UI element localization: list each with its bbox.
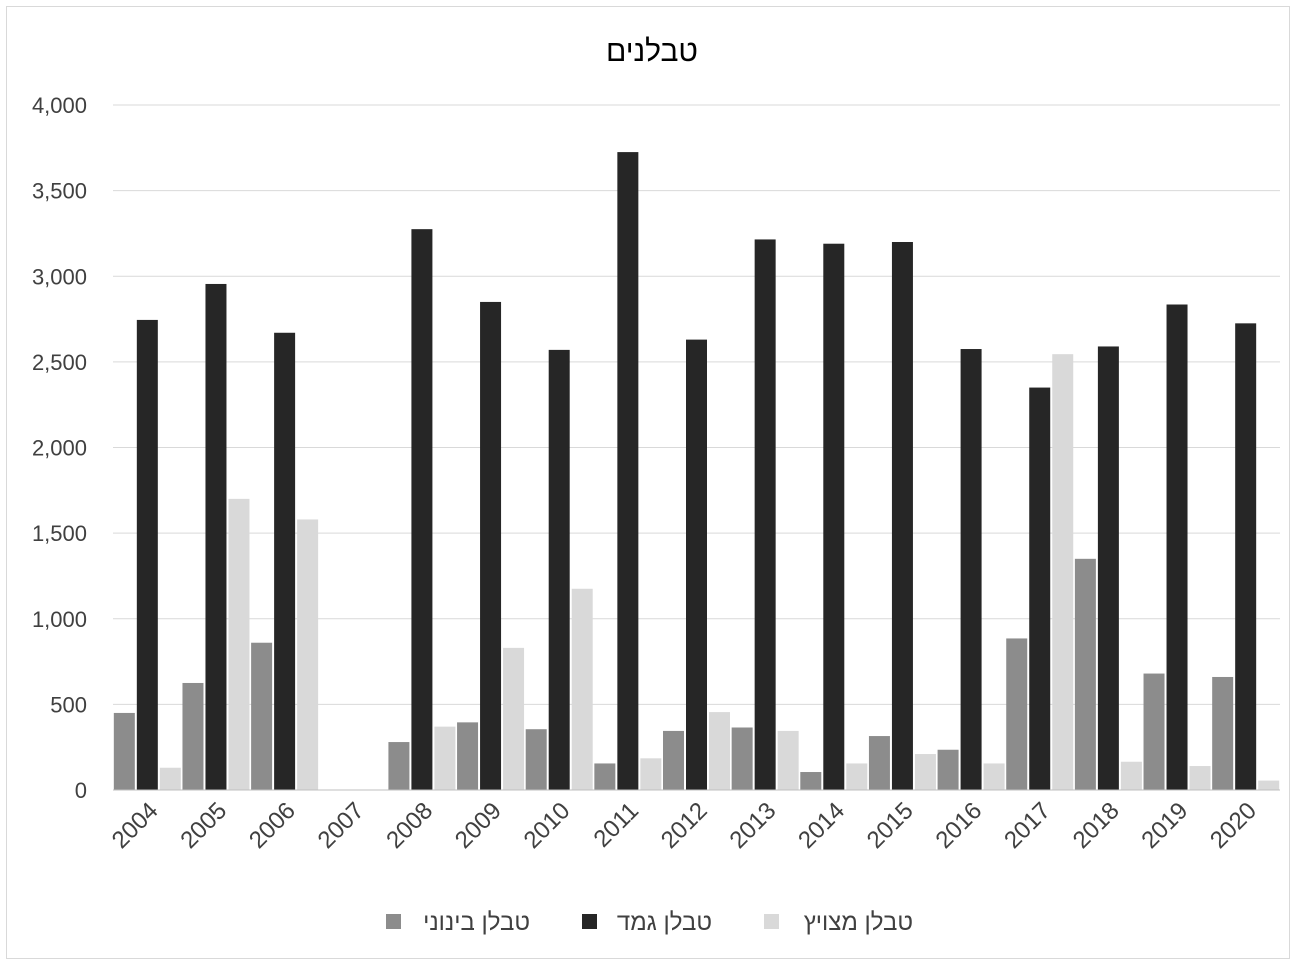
x-tick-label: 2004 bbox=[107, 797, 164, 854]
x-tick-label: 2008 bbox=[381, 797, 438, 854]
x-tick-label: 2020 bbox=[1205, 797, 1262, 854]
bar-2008-series-1 bbox=[411, 229, 433, 790]
bar-2004-series-0 bbox=[113, 712, 135, 790]
bar-2011-series-0 bbox=[594, 763, 616, 790]
bar-2009-series-1 bbox=[480, 301, 502, 790]
bar-2017-series-0 bbox=[1006, 638, 1028, 790]
bar-2014-series-0 bbox=[800, 772, 822, 790]
bar-2016-series-1 bbox=[960, 349, 982, 790]
x-tick-label: 2012 bbox=[656, 797, 713, 854]
bar-2016-series-2 bbox=[983, 763, 1005, 790]
legend-swatch bbox=[386, 914, 401, 929]
x-axis-ticks: 2004 2005 2006 2007 2008 2009 2010 2011 2012 2013… bbox=[107, 797, 1262, 854]
bar-2015-series-0 bbox=[868, 736, 890, 790]
y-tick-label: 3,500 bbox=[32, 179, 87, 204]
bar-2015-series-1 bbox=[891, 242, 913, 790]
bar-2006-series-1 bbox=[274, 332, 296, 790]
bar-2006-series-0 bbox=[251, 642, 273, 790]
y-tick-label: 4,000 bbox=[32, 93, 87, 118]
bar-2012-series-2 bbox=[709, 712, 730, 790]
y-tick-label: 2,000 bbox=[32, 436, 87, 461]
legend-swatch bbox=[764, 914, 779, 929]
bars bbox=[113, 152, 1280, 790]
x-tick-label: 2005 bbox=[175, 797, 232, 854]
y-tick-label: 1,500 bbox=[32, 521, 87, 546]
bar-2006-series-2 bbox=[297, 519, 319, 790]
x-tick-label: 2006 bbox=[244, 797, 301, 854]
bar-2009-series-2 bbox=[503, 647, 525, 790]
legend-label: טבלן בינוני bbox=[423, 909, 530, 936]
bar-2005-series-2 bbox=[228, 498, 250, 790]
chart-title: טבלנים bbox=[606, 35, 698, 68]
bar-2020-series-2 bbox=[1258, 780, 1280, 790]
bar-2013-series-2 bbox=[777, 730, 799, 790]
y-tick-label: 500 bbox=[50, 692, 87, 717]
x-tick-label: 2009 bbox=[450, 797, 507, 854]
y-tick-label: 0 bbox=[75, 778, 87, 803]
bar-2015-series-2 bbox=[914, 754, 936, 790]
bar-2020-series-0 bbox=[1212, 676, 1234, 790]
bar-2020-series-1 bbox=[1235, 323, 1257, 790]
bar-2012-series-0 bbox=[663, 730, 684, 790]
y-tick-label: 1,000 bbox=[32, 607, 87, 632]
bar-2014-series-2 bbox=[846, 763, 868, 790]
x-tick-label: 2010 bbox=[519, 797, 576, 854]
bar-2004-series-2 bbox=[159, 767, 181, 790]
bar-2005-series-1 bbox=[205, 283, 227, 790]
x-tick-label: 2013 bbox=[725, 797, 782, 854]
x-tick-label: 2017 bbox=[999, 797, 1056, 854]
bar-2009-series-0 bbox=[457, 722, 479, 790]
y-axis-ticks: 0 500 1,000 1,500 2,000 2,500 3,000 3,500 4,000 bbox=[32, 93, 87, 803]
x-tick-label: 2014 bbox=[793, 797, 850, 854]
bar-2016-series-0 bbox=[937, 749, 959, 790]
bar-2019-series-2 bbox=[1189, 766, 1211, 790]
bar-2018-series-0 bbox=[1074, 558, 1096, 790]
bar-2005-series-0 bbox=[182, 682, 204, 790]
bar-2010-series-1 bbox=[548, 349, 570, 790]
legend-label: טבלן גמד bbox=[617, 909, 712, 936]
x-tick-label: 2011 bbox=[589, 797, 645, 853]
x-tick-label: 2018 bbox=[1068, 797, 1125, 854]
bar-2004-series-1 bbox=[136, 319, 158, 790]
bar-2014-series-1 bbox=[823, 243, 845, 790]
legend-label: טבלן מצויץ bbox=[804, 909, 913, 936]
bar-2017-series-2 bbox=[1052, 354, 1074, 790]
bar-2012-series-1 bbox=[686, 339, 707, 790]
x-tick-label: 2019 bbox=[1136, 797, 1193, 854]
bar-2019-series-0 bbox=[1143, 673, 1165, 790]
x-tick-label: 2007 bbox=[313, 797, 370, 854]
legend-swatch bbox=[582, 914, 597, 929]
x-tick-label: 2016 bbox=[930, 797, 987, 854]
bar-2017-series-1 bbox=[1029, 387, 1051, 790]
y-tick-label: 2,500 bbox=[32, 350, 87, 375]
bar-2013-series-0 bbox=[731, 727, 753, 790]
bar-2019-series-1 bbox=[1166, 304, 1188, 790]
bar-2011-series-1 bbox=[617, 152, 639, 790]
y-tick-label: 3,000 bbox=[32, 264, 87, 289]
bar-2008-series-0 bbox=[388, 742, 410, 790]
bar-2018-series-1 bbox=[1097, 346, 1119, 790]
bar-2018-series-2 bbox=[1120, 761, 1142, 790]
bar-2008-series-2 bbox=[434, 726, 456, 790]
x-tick-label: 2015 bbox=[862, 797, 919, 854]
bar-2010-series-2 bbox=[571, 588, 593, 790]
bar-2010-series-0 bbox=[525, 729, 547, 790]
bar-2013-series-1 bbox=[754, 239, 776, 790]
legend: טבלן בינוני טבלן גמד טבלן מצויץ bbox=[386, 909, 913, 936]
bar-2011-series-2 bbox=[640, 758, 662, 790]
